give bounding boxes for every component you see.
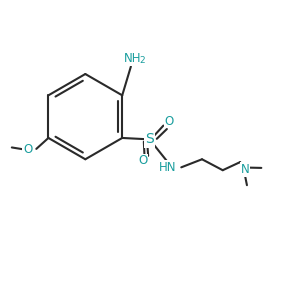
Text: O: O (138, 154, 147, 168)
Text: HN: HN (159, 161, 176, 174)
Text: 2: 2 (139, 56, 145, 65)
Text: NH: NH (124, 52, 141, 65)
Text: N: N (241, 163, 249, 176)
Text: O: O (165, 115, 174, 128)
Text: O: O (23, 143, 32, 156)
Text: S: S (145, 132, 154, 146)
